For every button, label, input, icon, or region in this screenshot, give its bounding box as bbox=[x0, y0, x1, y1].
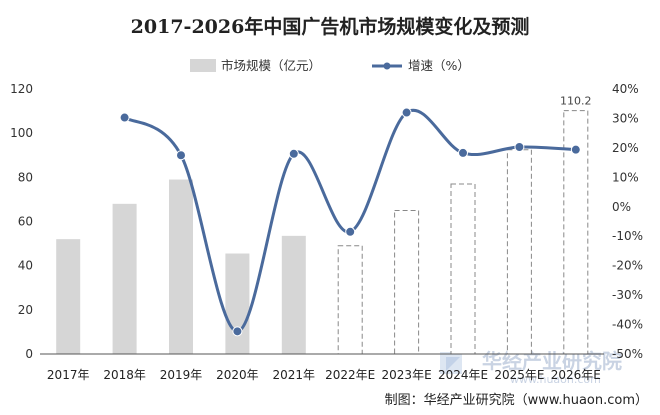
left-axis: 0 20 40 60 80 100 120 bbox=[10, 82, 33, 361]
bar-series bbox=[56, 110, 589, 355]
watermark-url: www.huaon.com bbox=[510, 373, 601, 386]
right-tick-label: 20% bbox=[612, 141, 639, 155]
x-axis-categories: 2017年 2018年 2019年 2020年 2021年 2022年E 2023年E 202… bbox=[47, 368, 601, 382]
bar bbox=[56, 239, 81, 354]
x-tick-label: 2017年 bbox=[47, 368, 90, 382]
growth-point bbox=[345, 226, 356, 237]
bar bbox=[337, 245, 363, 355]
right-tick-label: 40% bbox=[612, 82, 639, 96]
right-tick-label: -20% bbox=[612, 259, 643, 273]
x-tick-label: 2024年E bbox=[438, 368, 488, 382]
left-tick-label: 20 bbox=[18, 303, 33, 317]
bar bbox=[281, 235, 306, 354]
growth-point bbox=[401, 107, 412, 118]
bar bbox=[112, 203, 137, 354]
growth-point bbox=[176, 150, 186, 161]
legend-bar-label: 市场规模（亿元） bbox=[221, 58, 321, 73]
right-tick-label: -10% bbox=[612, 229, 643, 243]
legend-bar-swatch bbox=[190, 59, 216, 72]
x-tick-label: 2026年E bbox=[551, 368, 601, 382]
chart-title: 2017-2026年中国广告机市场规模变化及预测 bbox=[131, 15, 530, 38]
watermark-logo-icon bbox=[440, 352, 462, 374]
right-tick-label: 0% bbox=[612, 200, 631, 214]
left-tick-label: 100 bbox=[10, 126, 33, 140]
x-tick-label: 2023年E bbox=[382, 368, 432, 382]
bar bbox=[225, 253, 250, 354]
x-tick-label: 2021年 bbox=[273, 368, 316, 382]
watermark-name: 华经产业研究院 bbox=[482, 349, 622, 373]
bar bbox=[506, 149, 532, 355]
growth-point bbox=[119, 112, 130, 123]
growth-line bbox=[123, 108, 576, 333]
growth-point bbox=[570, 144, 581, 155]
bar-data-label: 110.2 bbox=[560, 95, 592, 108]
bar bbox=[394, 209, 420, 355]
x-tick-label: 2019年 bbox=[160, 368, 203, 382]
left-tick-label: 40 bbox=[18, 259, 33, 273]
right-tick-label: 30% bbox=[612, 111, 639, 125]
bar bbox=[169, 179, 193, 354]
x-tick-label: 2022年E bbox=[325, 368, 375, 382]
right-tick-label: -40% bbox=[612, 318, 643, 332]
growth-point bbox=[514, 142, 525, 153]
bar bbox=[450, 183, 476, 355]
growth-point bbox=[288, 148, 299, 159]
growth-point bbox=[232, 326, 243, 337]
right-axis: -50% -40% -30% -20% -10% 0% 10% 20% 30% 40% bbox=[612, 82, 643, 361]
source-text: 制图：华经产业研究院（www.huaon.com） bbox=[385, 393, 648, 408]
legend-line-label: 增速（%） bbox=[408, 58, 470, 73]
left-tick-label: 80 bbox=[18, 170, 33, 184]
x-tick-label: 2018年 bbox=[103, 368, 146, 382]
x-tick-label: 2020年 bbox=[216, 368, 259, 382]
bar bbox=[563, 110, 589, 355]
x-tick-label: 2025年E bbox=[494, 368, 544, 382]
right-tick-label: -30% bbox=[612, 288, 643, 302]
growth-points bbox=[119, 107, 581, 337]
right-tick-label: -50% bbox=[612, 347, 643, 361]
left-tick-label: 0 bbox=[25, 347, 33, 361]
watermark: 华经产业研究院 www.huaon.com bbox=[440, 349, 622, 386]
legend: 市场规模（亿元） 增速（%） bbox=[190, 58, 470, 73]
left-tick-label: 120 bbox=[10, 82, 33, 96]
data-labels: 110.2 bbox=[560, 95, 592, 108]
right-tick-label: 10% bbox=[612, 170, 639, 184]
growth-point bbox=[458, 147, 468, 158]
left-tick-label: 60 bbox=[18, 215, 33, 229]
legend-line-marker bbox=[383, 62, 391, 70]
